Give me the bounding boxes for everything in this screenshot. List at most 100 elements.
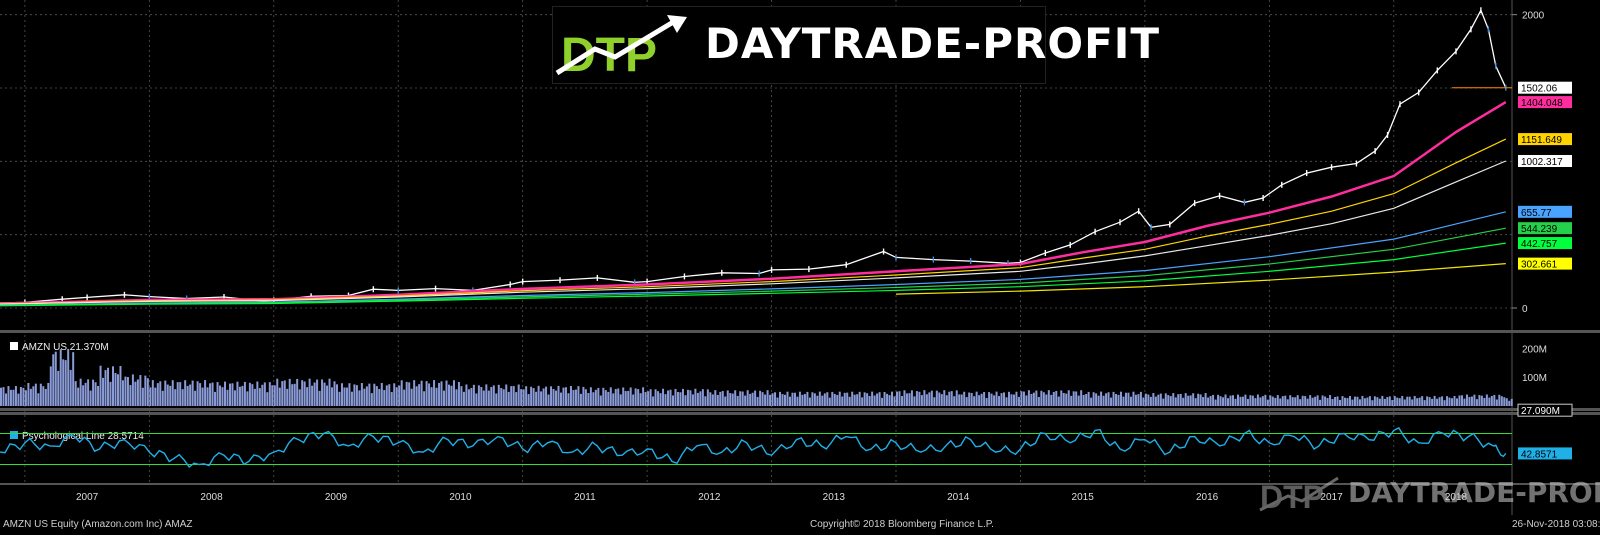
volume-bar [1197,393,1200,406]
volume-bar [283,380,286,406]
volume-bar [435,387,438,406]
volume-bar [181,389,184,406]
volume-bar [1431,398,1434,406]
volume-bar [1319,399,1322,406]
volume-bar [550,386,553,406]
volume-bar [1495,399,1498,406]
volume-bar [746,390,749,406]
volume-bar [1192,393,1195,406]
volume-bar [818,391,821,406]
volume-bar [326,385,329,406]
volume-bar [67,348,70,406]
volume-bar [1107,392,1110,406]
volume-bar [828,397,831,406]
volume-bar [654,389,657,406]
volume-bar [604,390,607,406]
volume-bar [124,376,127,406]
volume-bar [900,396,903,406]
volume-bar [801,394,804,406]
value-label-box [1518,81,1572,94]
volume-bar [731,393,734,406]
volume-bar [1032,392,1035,406]
volume-bar [709,392,712,406]
volume-bar [348,383,351,406]
volume-bar [1408,396,1411,406]
volume-bar [624,391,627,406]
volume-bar [584,389,587,406]
volume-bar [1438,397,1441,406]
volume-bar [891,391,894,406]
volume-bar [858,391,861,406]
volume-bar [856,394,859,406]
volume-bar [1090,397,1093,406]
volume-bar [1488,397,1491,406]
volume-bar [512,386,515,406]
volume-bar [756,396,759,406]
logo-arrowhead-icon [667,15,687,33]
volume-bar [72,352,75,406]
value-label-box [1518,237,1572,250]
volume-bar [1003,392,1006,406]
volume-bar [1212,394,1215,406]
volume-bar [82,385,85,406]
volume-bar [462,391,465,406]
volume-bar [562,387,565,406]
volume-bar [978,395,981,406]
volume-bar [811,392,814,406]
volume-bar [798,391,801,406]
volume-bar [191,380,194,406]
volume-bar [1505,398,1508,406]
volume-bar [1316,395,1319,406]
volume-bar [224,381,226,406]
value-label-box [1518,257,1572,270]
volume-bar [975,391,978,406]
volume-bar [1498,394,1501,406]
volume-bar [121,380,124,406]
volume-bar [696,392,699,406]
volume-bar [940,394,943,406]
volume-bar [189,384,192,406]
volume-bar [1261,396,1264,406]
volume-bar [216,382,219,406]
volume-bar [360,382,363,406]
value-label-box [1518,96,1572,109]
volume-bar [1483,397,1486,406]
volume-bar [1169,396,1172,406]
volume-bar [1035,390,1038,406]
volume-bar [1232,395,1234,406]
volume-bar [77,387,80,406]
volume-bar [313,382,316,406]
volume-bar [1281,396,1284,406]
volume-bar [990,393,993,406]
volume-bar [572,390,575,406]
volume-bar [973,396,976,406]
volume-bar [639,393,642,406]
volume-bar [1309,395,1312,406]
volume-bar [557,385,560,406]
volume-bar [425,381,428,406]
volume-bar [1012,394,1015,406]
volume-bar [430,387,433,406]
volume-bar [102,377,105,406]
volume-bar [1020,391,1023,406]
dtp-logo-icon: DTP [555,15,687,81]
volume-bar [517,384,520,406]
volume-bar [1366,397,1369,406]
volume-bar [149,387,152,406]
volume-bar [343,387,346,406]
volume-bar [915,391,918,406]
volume-bar [17,393,20,406]
volume-bar [179,382,182,406]
logo-arrow-icon [555,18,677,76]
volume-bar [1396,397,1399,406]
volume-bar [1204,393,1207,406]
volume-bar [1311,397,1314,406]
volume-bar [614,389,617,406]
volume-bar [1147,394,1150,406]
volume-bar [1401,395,1404,406]
volume-bar [403,389,406,406]
psy-last-label-box [1518,447,1572,460]
volume-bar [301,380,304,406]
volume-bar [321,379,324,406]
